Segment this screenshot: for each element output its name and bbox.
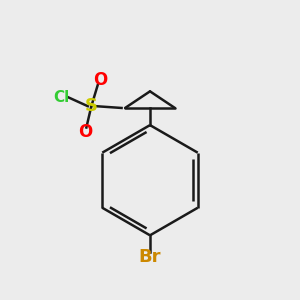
- Text: O: O: [78, 123, 92, 141]
- Text: O: O: [93, 70, 107, 88]
- Text: S: S: [85, 97, 98, 115]
- Text: Cl: Cl: [53, 90, 69, 105]
- Text: Br: Br: [139, 248, 161, 266]
